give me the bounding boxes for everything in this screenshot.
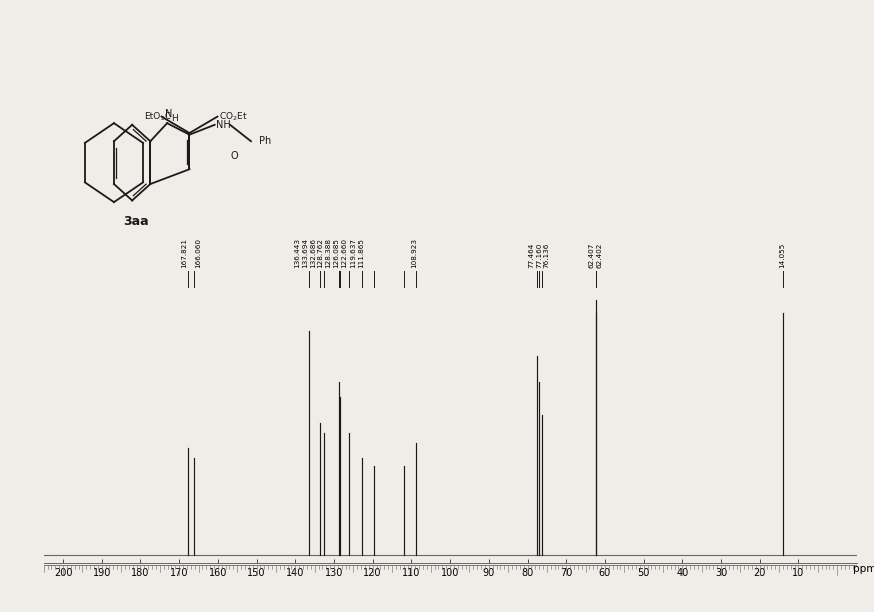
Text: ppm: ppm [853,564,874,574]
Text: 132.686: 132.686 [309,238,316,268]
Text: 3aa: 3aa [123,215,149,228]
Text: $_2$C: $_2$C [160,110,171,123]
Text: 119.637: 119.637 [350,238,357,268]
Text: 128.388: 128.388 [325,238,331,268]
Text: 126.085: 126.085 [333,238,339,268]
Text: 62.407: 62.407 [588,243,594,268]
Text: 166.060: 166.060 [196,238,202,268]
Text: 14.055: 14.055 [779,243,785,268]
Text: 122.660: 122.660 [341,238,347,268]
Text: 77.464: 77.464 [529,243,534,268]
Text: CO$_2$Et: CO$_2$Et [218,110,247,123]
Text: 108.923: 108.923 [412,238,418,268]
Text: NH: NH [216,120,231,130]
Text: 62.402: 62.402 [596,243,602,268]
Text: 128.762: 128.762 [317,238,323,268]
Text: EtO: EtO [144,112,160,121]
Text: 76.136: 76.136 [544,243,550,268]
Text: N: N [165,109,172,119]
Text: 133.694: 133.694 [302,238,308,268]
Text: Ph: Ph [260,136,272,146]
Text: O: O [231,151,238,161]
Text: 136.443: 136.443 [295,238,301,268]
Text: 167.821: 167.821 [181,238,187,268]
Text: 77.160: 77.160 [536,243,542,268]
Text: H: H [171,114,178,123]
Text: 111.865: 111.865 [358,238,364,268]
